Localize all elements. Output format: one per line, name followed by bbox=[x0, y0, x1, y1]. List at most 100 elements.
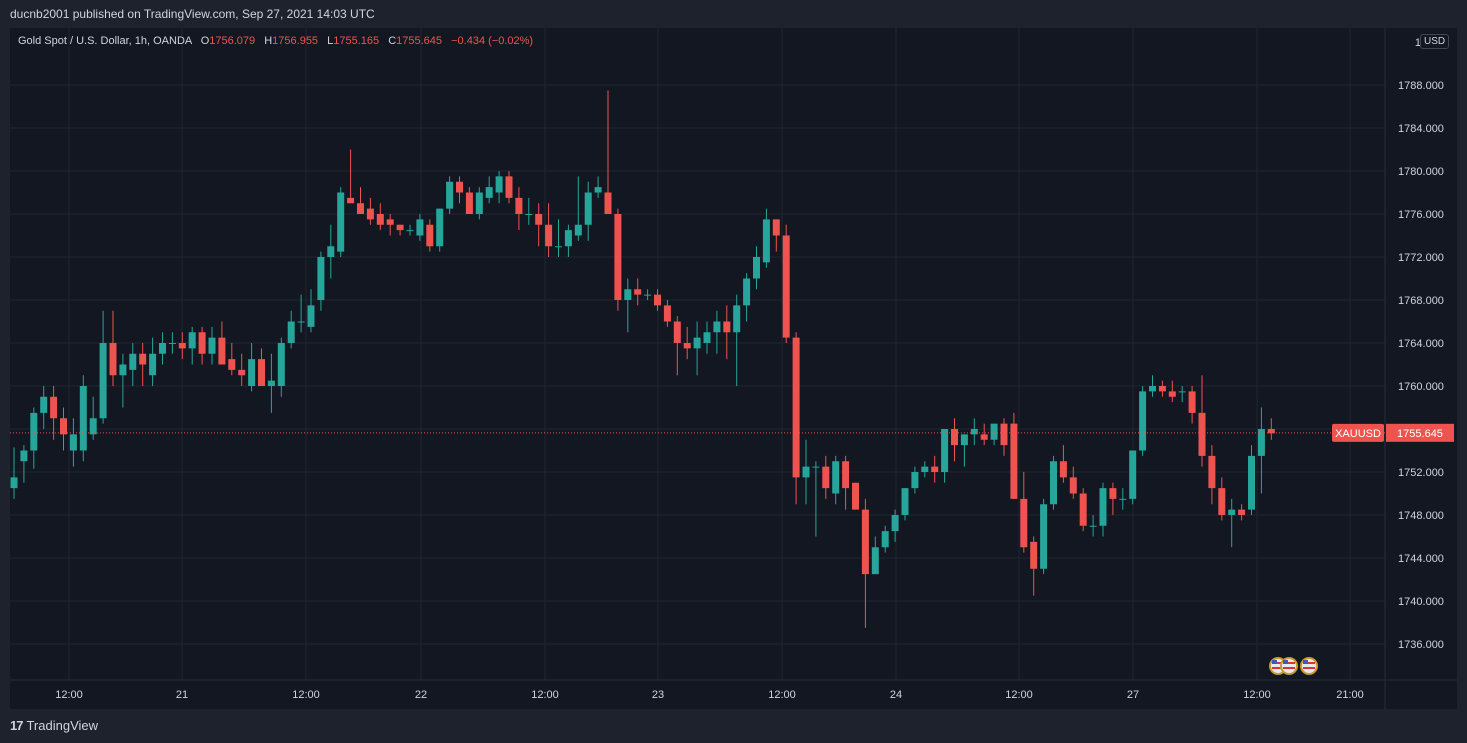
candle-body bbox=[584, 192, 592, 225]
time-tick-label: 12:00 bbox=[1005, 689, 1033, 701]
candle-body bbox=[703, 332, 711, 343]
close-label: C bbox=[388, 35, 397, 47]
candle-body bbox=[782, 235, 790, 338]
price-tick-label: 1740.000 bbox=[1398, 596, 1444, 608]
chart-area[interactable]: 1736.000 1740.000 1744.000 1748.000 1752.000… bbox=[10, 28, 1457, 709]
candle-body bbox=[505, 176, 513, 198]
candle-body bbox=[1000, 423, 1008, 446]
symbol-description: Gold Spot / U.S. Dollar, 1h, OANDA bbox=[18, 35, 192, 47]
candle-body bbox=[663, 305, 671, 322]
candle-body bbox=[416, 219, 424, 236]
candle-body bbox=[753, 257, 760, 279]
candle-body bbox=[555, 246, 562, 248]
high-label: H bbox=[264, 35, 273, 47]
candle-body bbox=[1040, 504, 1048, 569]
last-price-tag: 1755.645 bbox=[1397, 428, 1443, 440]
candle-body bbox=[1208, 455, 1216, 489]
symbol-tag-bg bbox=[1332, 423, 1384, 442]
candle-body bbox=[545, 224, 553, 247]
candle-body bbox=[149, 353, 157, 376]
candle-body bbox=[1168, 391, 1176, 397]
candle-body bbox=[198, 332, 206, 354]
candle-body bbox=[535, 214, 543, 225]
candle-body bbox=[852, 482, 859, 510]
candle-body bbox=[366, 208, 374, 220]
candlestick-chart[interactable]: 1736.000 1740.000 1744.000 1748.000 1752.000… bbox=[10, 28, 1457, 709]
candle-body bbox=[901, 488, 909, 515]
high-value: 1756.955 bbox=[272, 35, 319, 47]
price-tick-label: 1744.000 bbox=[1398, 553, 1444, 565]
candle-body bbox=[871, 547, 879, 575]
candle-body bbox=[842, 461, 850, 489]
currency-button[interactable]: USD bbox=[1420, 34, 1450, 49]
time-tick-label: 12:00 bbox=[292, 689, 320, 701]
candle-body bbox=[277, 343, 285, 386]
price-tick-label: 1772.000 bbox=[1398, 252, 1444, 264]
candle-body bbox=[1198, 412, 1206, 456]
candle-body bbox=[436, 208, 444, 247]
tradingview-logo[interactable]: 17 TradingView bbox=[10, 718, 98, 733]
candle-body bbox=[1099, 488, 1107, 526]
candle-body bbox=[475, 192, 483, 214]
time-tick-label: 12:00 bbox=[531, 689, 559, 701]
candle-body bbox=[673, 321, 681, 343]
time-tick-label: 12:00 bbox=[1243, 689, 1271, 701]
candle-body bbox=[614, 214, 622, 300]
candle-body bbox=[931, 466, 939, 472]
candle-body bbox=[208, 337, 216, 354]
price-tick-label: 1764.000 bbox=[1398, 338, 1444, 350]
candle-body bbox=[891, 515, 899, 532]
candle-body bbox=[1267, 429, 1275, 434]
candle-body bbox=[1089, 525, 1097, 527]
last-price-tag-bg bbox=[1386, 423, 1454, 442]
candle-body bbox=[1109, 488, 1117, 499]
candle-body bbox=[970, 429, 978, 435]
candle-body bbox=[1079, 493, 1087, 526]
change-value: −0.434 (−0.02%) bbox=[451, 35, 534, 47]
time-tick-label: 21 bbox=[176, 689, 188, 701]
candle-body bbox=[1119, 498, 1127, 500]
candle-body bbox=[258, 359, 265, 386]
candle-body bbox=[60, 418, 67, 435]
low-value: 1755.165 bbox=[333, 35, 380, 47]
candle-body bbox=[515, 197, 523, 214]
candle-body bbox=[40, 396, 48, 413]
candle-body bbox=[1059, 461, 1067, 478]
candle-body bbox=[1129, 450, 1137, 499]
candle-body bbox=[495, 176, 503, 193]
candle-body bbox=[20, 450, 28, 462]
candle-body bbox=[832, 461, 840, 494]
us-flag-event-icon[interactable] bbox=[1300, 657, 1318, 675]
published-by-text: ducnb2001 published on TradingView.com, … bbox=[10, 7, 375, 21]
candle-body bbox=[762, 219, 770, 263]
price-tick-label: 1760.000 bbox=[1398, 381, 1444, 393]
candle-body bbox=[594, 187, 602, 193]
low-label: L bbox=[327, 35, 334, 47]
candle-body bbox=[743, 278, 751, 306]
candle-body bbox=[357, 203, 364, 214]
candle-body bbox=[644, 294, 652, 296]
candle-body bbox=[1069, 477, 1077, 494]
candle-body bbox=[297, 321, 305, 323]
candle-body bbox=[1030, 541, 1038, 569]
candle-body bbox=[941, 429, 949, 472]
candle-body bbox=[79, 386, 87, 451]
candle-body bbox=[30, 412, 38, 451]
candle-body bbox=[881, 531, 889, 548]
candle-body bbox=[1050, 461, 1057, 505]
candle-body bbox=[960, 434, 968, 446]
time-tick-label: 12:00 bbox=[55, 689, 83, 701]
candle-body bbox=[89, 418, 97, 435]
candle-body bbox=[1178, 391, 1186, 393]
candle-body bbox=[990, 423, 998, 440]
candle-body bbox=[218, 337, 226, 365]
price-tick-label: 1784.000 bbox=[1398, 123, 1444, 135]
candle-body bbox=[406, 230, 414, 232]
top-bar: ducnb2001 published on TradingView.com, … bbox=[0, 0, 1467, 28]
candle-body bbox=[1139, 391, 1147, 451]
candle-body bbox=[802, 466, 810, 478]
us-flag-event-icon[interactable] bbox=[1280, 657, 1298, 675]
candle-body bbox=[327, 246, 335, 257]
candle-body bbox=[139, 353, 147, 365]
candle-body bbox=[604, 192, 612, 214]
